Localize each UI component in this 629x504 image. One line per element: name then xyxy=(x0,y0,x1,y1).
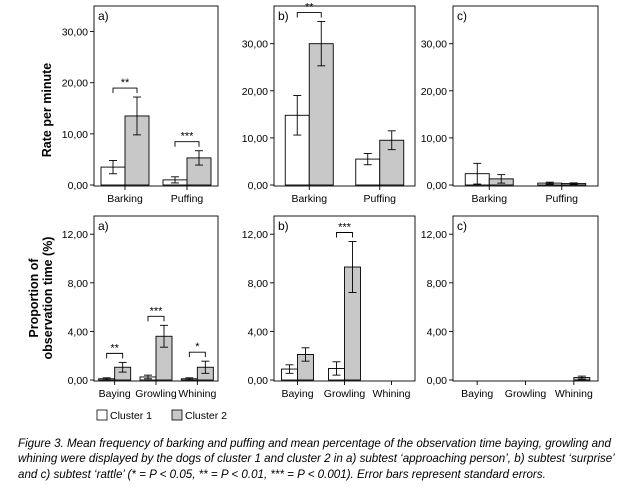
panel-letter: a) xyxy=(98,219,109,233)
legend: Cluster 1 Cluster 2 xyxy=(96,409,227,422)
panel-letter: b) xyxy=(278,219,289,233)
row-label-bottom-line2: observation time (%) xyxy=(41,237,55,360)
panel-letter: a) xyxy=(98,9,109,23)
x-tick-label: Baying xyxy=(99,388,131,400)
panel-letter: b) xyxy=(278,9,289,23)
y-tick-label: 10,00 xyxy=(421,133,447,145)
significance-bracket xyxy=(296,12,322,18)
panel-4: b) 0,00 4,00 8,00 12,00 Baying Growling *** Whin… xyxy=(242,215,416,400)
panel-frame xyxy=(452,5,599,187)
significance-label: ** xyxy=(305,2,314,14)
significance-label: ** xyxy=(110,342,119,354)
panel-frame xyxy=(452,215,599,382)
x-tick-label: Puffing xyxy=(546,193,579,205)
y-tick-label: 20,00 xyxy=(62,78,88,90)
figure-caption: Figure 3. Mean frequency of barking and … xyxy=(18,437,615,481)
y-tick-label: 8,00 xyxy=(248,278,269,290)
panel-letter: c) xyxy=(457,219,467,233)
panel-5: c) 0,00 4,00 8,00 12,00 Baying Growling Whining xyxy=(421,215,599,400)
y-tick-label: 4,00 xyxy=(68,326,89,338)
significance-bracket xyxy=(112,87,138,94)
y-tick-label: 0,00 xyxy=(427,375,448,387)
y-tick-label: 10,00 xyxy=(62,129,88,141)
panel-frame xyxy=(93,5,219,187)
panel-letter: c) xyxy=(457,9,467,23)
y-tick-label: 8,00 xyxy=(427,278,448,290)
row-labels: Rate per minute Proportion of observatio… xyxy=(27,63,55,360)
significance-label: *** xyxy=(338,222,352,234)
significance-label: ** xyxy=(121,77,130,89)
significance-bracket xyxy=(106,352,124,359)
significance-bracket xyxy=(147,315,165,322)
panels: a)0,0010,0020,0030,00Barking**Puffing***… xyxy=(62,2,599,400)
x-tick-label: Whining xyxy=(555,388,593,400)
y-tick-label: 30,00 xyxy=(421,39,447,51)
row-label-bottom-line1: Proportion of xyxy=(27,258,41,338)
significance-label: * xyxy=(195,341,200,353)
x-tick-label: Baying xyxy=(281,388,313,400)
x-tick-label: Barking xyxy=(471,193,507,205)
x-tick-label: Whining xyxy=(178,388,216,400)
panel-0: a) 0,00 10,00 20,00 30,00 Barking ** Puffing *** xyxy=(62,5,219,205)
panel-3: a) 0,00 4,00 8,00 12,00 Baying ** Growling *** Wh… xyxy=(62,215,219,400)
significance-bracket xyxy=(174,141,200,147)
x-tick-label: Growling xyxy=(324,388,366,400)
row-label-top: Rate per minute xyxy=(40,63,54,158)
x-tick-label: Barking xyxy=(107,193,143,205)
y-tick-label: 0,00 xyxy=(68,375,89,387)
x-tick-label: Growling xyxy=(505,388,547,400)
y-tick-label: 0,00 xyxy=(68,180,89,192)
significance-bracket xyxy=(336,232,353,238)
legend-swatch-cluster-1 xyxy=(96,409,108,421)
figure-chart: Rate per minute Proportion of observatio… xyxy=(27,2,599,422)
y-tick-label: 30,00 xyxy=(242,39,268,51)
y-tick-label: 12,00 xyxy=(242,229,268,241)
x-tick-label: Puffing xyxy=(364,193,397,205)
panel-1: b) 0,00 10,00 20,00 30,00 Barking ** Puffing xyxy=(242,2,416,205)
x-tick-label: Baying xyxy=(461,388,493,400)
x-tick-label: Growling xyxy=(135,388,177,400)
y-tick-label: 0,00 xyxy=(427,180,448,192)
significance-label: *** xyxy=(181,131,195,143)
panel-2: c) 0,00 10,00 20,00 30,00 Barking Puffing xyxy=(421,5,599,205)
significance-bracket xyxy=(188,351,206,358)
x-tick-label: Whining xyxy=(373,388,411,400)
y-tick-label: 12,00 xyxy=(421,229,447,241)
legend-swatch-cluster-2 xyxy=(171,409,183,421)
y-tick-label: 4,00 xyxy=(248,326,269,338)
legend-label-cluster-1: Cluster 1 xyxy=(110,410,152,422)
y-tick-label: 0,00 xyxy=(248,375,269,387)
y-tick-label: 20,00 xyxy=(242,86,268,98)
significance-label: *** xyxy=(150,305,164,317)
y-tick-label: 0,00 xyxy=(248,180,269,192)
y-tick-label: 20,00 xyxy=(421,86,447,98)
y-tick-label: 8,00 xyxy=(68,278,89,290)
x-tick-label: Barking xyxy=(291,193,327,205)
panel-frame xyxy=(273,5,416,187)
x-tick-label: Puffing xyxy=(171,193,204,205)
legend-label-cluster-2: Cluster 2 xyxy=(185,410,227,422)
y-tick-label: 30,00 xyxy=(62,27,88,39)
y-tick-label: 12,00 xyxy=(62,229,88,241)
y-tick-label: 10,00 xyxy=(242,133,268,145)
y-tick-label: 4,00 xyxy=(427,326,448,338)
